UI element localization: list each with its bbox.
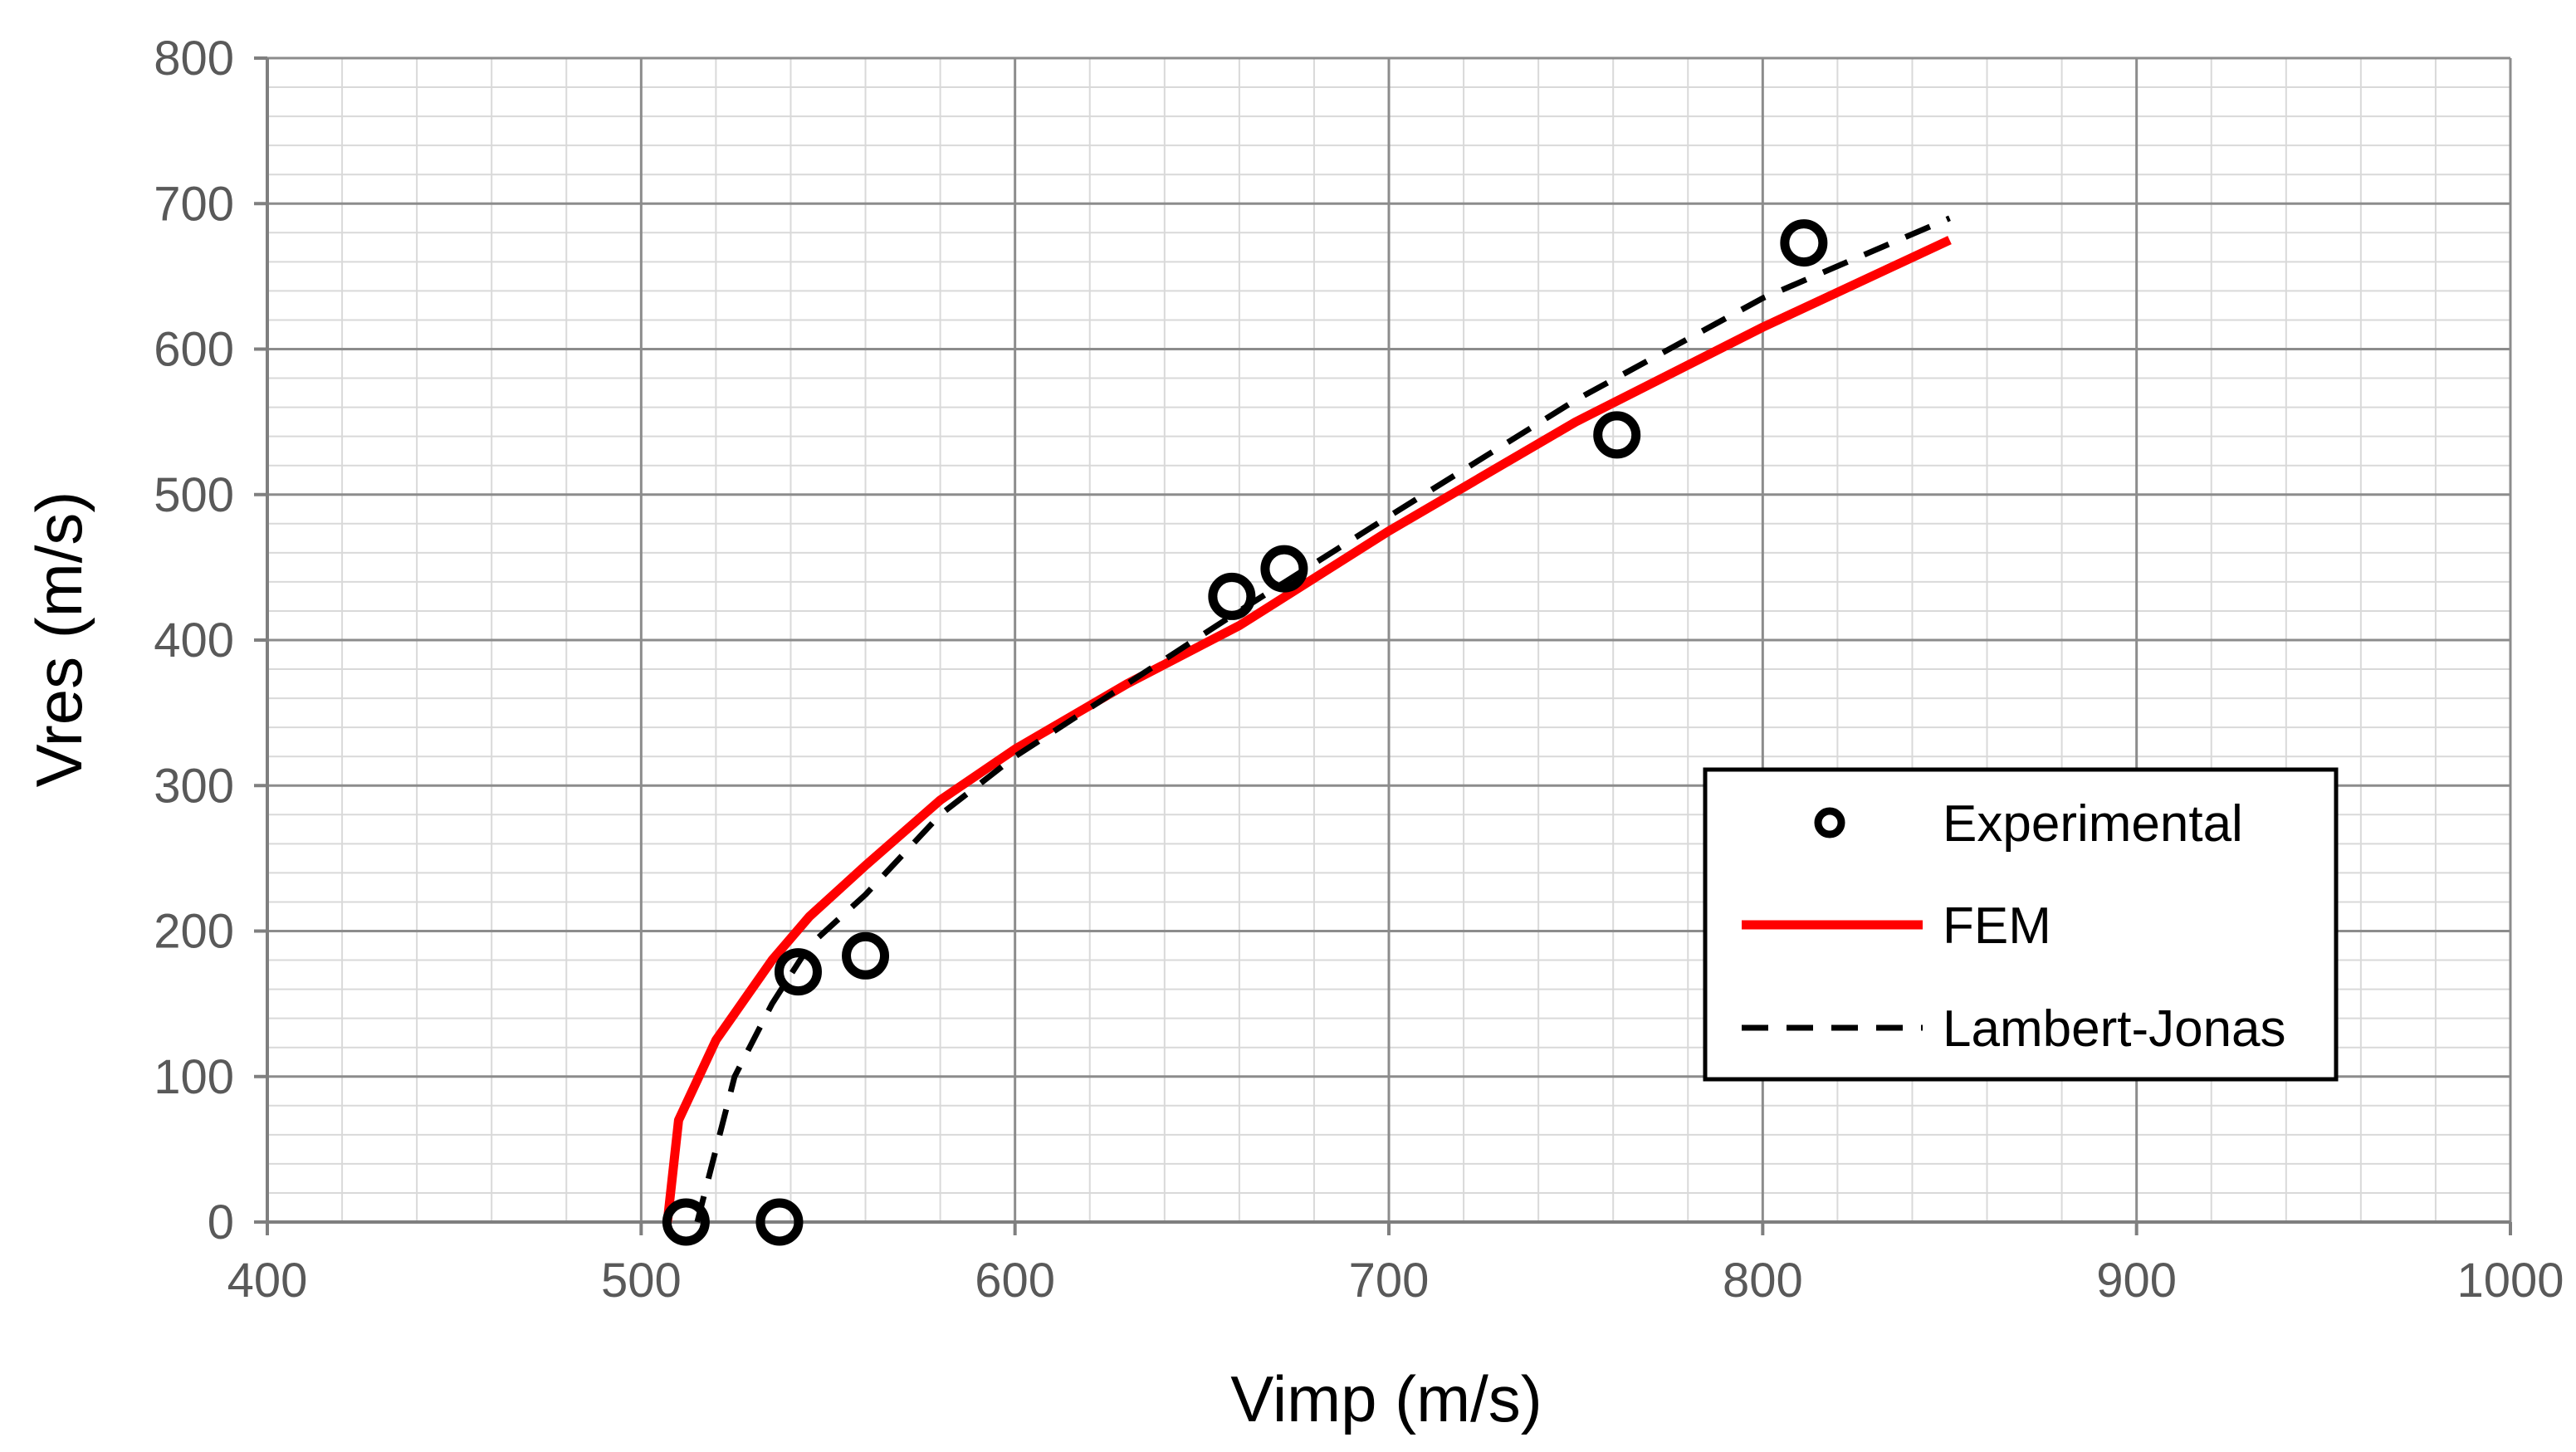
y-tick-label: 500 [154,468,234,522]
axes [254,56,2512,1235]
x-tick-label: 600 [975,1254,1055,1308]
experimental-point [662,1198,710,1246]
x-axis-title: Vimp (m/s) [1230,1362,1542,1435]
x-tick-labels: 400 500 600 700 800 900 1000 [227,1254,2564,1308]
y-axis-title: Vres (m/s) [22,491,95,788]
experimental-point [1208,572,1256,620]
legend: Experimental FEM Lambert-Jonas [1703,767,2339,1082]
y-tick-label: 700 [154,177,234,231]
legend-label-lambert-jonas: Lambert-Jonas [1943,1000,2286,1058]
x-tick-label: 900 [2096,1254,2177,1308]
x-tick-label: 500 [601,1254,682,1308]
legend-label-fem: FEM [1943,897,2051,955]
experimental-point [755,1198,804,1246]
x-tick-label: 800 [1723,1254,1803,1308]
experimental-point [842,931,890,980]
experimental-point [1593,411,1641,459]
y-tick-label: 0 [208,1195,234,1249]
y-tick-label: 400 [154,614,234,667]
y-tick-label: 100 [154,1050,234,1104]
experimental-point [1780,219,1828,267]
fem-line [662,236,1952,1223]
y-tick-label: 800 [154,32,234,86]
x-tick-label: 1000 [2456,1254,2564,1308]
x-tick-label: 700 [1349,1254,1430,1308]
experimental-point [1260,545,1308,593]
x-tick-label: 400 [227,1254,308,1308]
legend-experimental-marker [1814,807,1845,838]
y-tick-labels: 0 100 200 300 400 500 600 700 800 [154,32,234,1249]
experimental-point [774,948,822,996]
legend-label-experimental: Experimental [1943,795,2243,853]
y-tick-label: 600 [154,323,234,377]
y-tick-label: 300 [154,759,234,813]
series-layer [662,215,1952,1246]
y-tick-label: 200 [154,905,234,959]
